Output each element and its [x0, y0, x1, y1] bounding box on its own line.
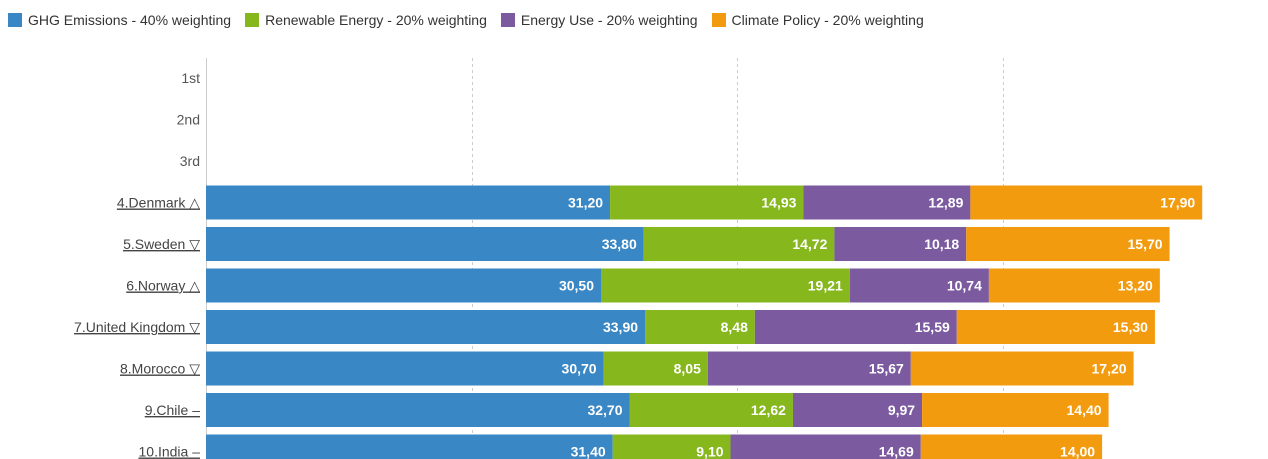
bar-climate_policy-10 — [920, 434, 1103, 459]
bar-value-label-renewable-8: 8,05 — [674, 361, 701, 377]
bar-value-label-ghg-5: 33,80 — [602, 236, 637, 252]
bar-value-label-renewable-10: 9,10 — [696, 444, 723, 459]
bar-energy_use-8 — [707, 351, 911, 386]
bar-value-label-energy_use-6: 10,74 — [947, 278, 982, 294]
bar-energy_use-10 — [730, 434, 921, 459]
bar-value-label-energy_use-10: 14,69 — [879, 444, 914, 459]
bar-value-label-energy_use-4: 12,89 — [928, 195, 963, 211]
bar-renewable-10 — [612, 434, 731, 459]
bar-value-label-climate_policy-7: 15,30 — [1113, 319, 1148, 335]
bar-value-label-ghg-6: 30,50 — [559, 278, 594, 294]
bar-value-label-renewable-6: 19,21 — [808, 278, 843, 294]
country-label-7[interactable]: 7.United Kingdom ▽ — [74, 319, 200, 335]
bar-climate_policy-6 — [988, 268, 1160, 303]
bar-value-label-ghg-4: 31,20 — [568, 195, 603, 211]
legend: GHG Emissions - 40% weighting Renewable … — [8, 8, 924, 32]
legend-item-climate-policy[interactable]: Climate Policy - 20% weighting — [711, 12, 924, 28]
rank-label-2: 2nd — [177, 112, 200, 128]
country-label-10[interactable]: 10.India – — [139, 444, 201, 459]
rank-label-1: 1st — [181, 70, 200, 86]
country-label-6[interactable]: 6.Norway △ — [126, 278, 200, 294]
bar-ghg-6 — [206, 268, 602, 303]
bar-climate_policy-7 — [956, 310, 1155, 344]
bar-ghg-10 — [206, 434, 613, 459]
bar-value-label-climate_policy-8: 17,20 — [1092, 361, 1127, 377]
bar-renewable-4 — [610, 185, 804, 220]
legend-label-ghg: GHG Emissions - 40% weighting — [28, 12, 232, 28]
bar-renewable-5 — [643, 227, 835, 261]
bar-value-label-climate_policy-6: 13,20 — [1118, 278, 1153, 294]
bar-value-label-ghg-10: 31,40 — [571, 444, 606, 459]
bar-value-label-climate_policy-5: 15,70 — [1128, 236, 1163, 252]
bar-energy_use-5 — [834, 227, 967, 261]
bar-ghg-5 — [206, 227, 644, 261]
bar-ghg-8 — [206, 351, 604, 386]
bar-ghg-7 — [206, 310, 646, 344]
bar-value-label-renewable-5: 14,72 — [792, 236, 827, 252]
country-label-9[interactable]: 9.Chile – — [145, 402, 200, 418]
country-label-8[interactable]: 8.Morocco ▽ — [120, 361, 200, 377]
bar-value-label-ghg-7: 33,90 — [603, 319, 638, 335]
bar-value-label-climate_policy-9: 14,40 — [1067, 402, 1102, 418]
bar-value-label-energy_use-7: 15,59 — [915, 319, 950, 335]
bar-energy_use-4 — [803, 185, 971, 220]
legend-swatch-energy-use — [500, 13, 515, 27]
legend-label-climate-policy: Climate Policy - 20% weighting — [731, 12, 924, 28]
bar-energy_use-6 — [849, 268, 989, 303]
bar-renewable-9 — [629, 393, 793, 427]
bar-climate_policy-9 — [922, 393, 1109, 427]
bar-value-label-renewable-7: 8,48 — [721, 319, 748, 335]
rank-label-3: 3rd — [180, 153, 200, 169]
legend-swatch-climate-policy — [711, 13, 726, 27]
bar-value-label-energy_use-8: 15,67 — [869, 361, 904, 377]
bar-energy_use-9 — [792, 393, 923, 427]
bar-value-label-ghg-8: 30,70 — [562, 361, 597, 377]
bar-renewable-8 — [603, 351, 708, 386]
bar-value-label-energy_use-9: 9,97 — [888, 402, 915, 418]
bar-energy_use-7 — [754, 310, 957, 344]
bar-value-label-climate_policy-10: 14,00 — [1060, 444, 1095, 459]
bar-renewable-6 — [601, 268, 850, 303]
country-label-4[interactable]: 4.Denmark △ — [117, 195, 200, 211]
bar-climate_policy-5 — [966, 227, 1170, 261]
bar-ghg-4 — [206, 185, 611, 220]
legend-item-renewable[interactable]: Renewable Energy - 20% weighting — [245, 12, 487, 28]
bar-climate_policy-4 — [970, 185, 1203, 220]
bar-value-label-energy_use-5: 10,18 — [924, 236, 959, 252]
bar-value-label-renewable-9: 12,62 — [751, 402, 786, 418]
bar-value-label-ghg-9: 32,70 — [587, 402, 622, 418]
legend-swatch-renewable — [245, 13, 260, 27]
legend-label-energy-use: Energy Use - 20% weighting — [520, 12, 698, 28]
bar-climate_policy-8 — [910, 351, 1134, 386]
bar-renewable-7 — [645, 310, 755, 344]
bar-value-label-climate_policy-4: 17,90 — [1160, 195, 1195, 211]
country-label-5[interactable]: 5.Sweden ▽ — [123, 236, 200, 252]
legend-item-ghg[interactable]: GHG Emissions - 40% weighting — [8, 12, 231, 28]
bar-value-label-renewable-4: 14,93 — [761, 195, 796, 211]
legend-swatch-ghg — [8, 13, 22, 27]
legend-item-energy-use[interactable]: Energy Use - 20% weighting — [500, 12, 698, 28]
legend-label-renewable: Renewable Energy - 20% weighting — [265, 12, 487, 28]
bar-ghg-9 — [206, 393, 630, 427]
